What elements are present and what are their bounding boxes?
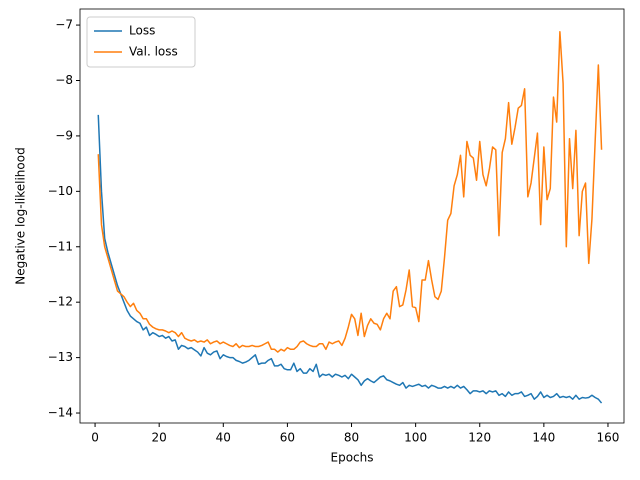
legend-label: Loss (129, 24, 155, 38)
y-axis-label: Negative log-likelihood (14, 147, 28, 284)
x-tick-label: 140 (532, 431, 555, 445)
y-tick-label: −10 (48, 184, 73, 198)
x-tick-label: 80 (344, 431, 359, 445)
x-tick-label: 0 (91, 431, 99, 445)
legend-box (86, 16, 196, 68)
x-tick-label: 100 (404, 431, 427, 445)
y-tick-label: −14 (48, 406, 73, 420)
plot-frame (79, 8, 625, 424)
y-tick-label: −9 (55, 128, 73, 142)
legend-label: Val. loss (129, 45, 178, 59)
x-tick-label: 120 (468, 431, 491, 445)
y-tick-label: −13 (48, 350, 73, 364)
y-tick-label: −12 (48, 295, 73, 309)
x-tick-label: 160 (597, 431, 620, 445)
line-series (97, 30, 603, 353)
y-tick-label: −8 (55, 73, 73, 87)
x-axis-label: Epochs (331, 451, 374, 465)
y-tick-label: −7 (55, 18, 73, 32)
x-tick-label: 20 (152, 431, 167, 445)
x-tick-label: 40 (216, 431, 231, 445)
line-series (97, 114, 603, 404)
y-tick-label: −11 (48, 239, 73, 253)
x-tick-label: 60 (280, 431, 295, 445)
